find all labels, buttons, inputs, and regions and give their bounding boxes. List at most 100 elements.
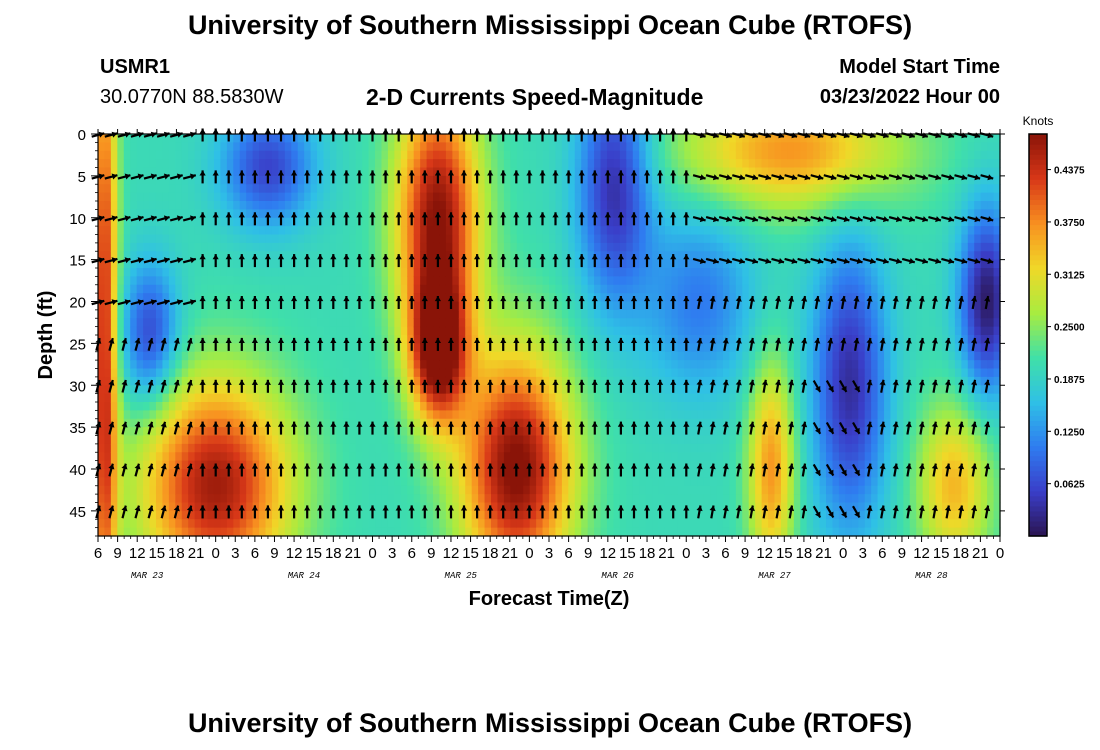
heatmap-cell: [684, 159, 692, 169]
heatmap-cell: [671, 209, 679, 219]
heatmap-cell: [471, 485, 479, 495]
heatmap-cell: [452, 309, 460, 319]
heatmap-cell: [594, 142, 602, 152]
heatmap-cell: [233, 150, 241, 160]
heatmap-cell: [716, 184, 724, 194]
heatmap-cell: [542, 284, 550, 294]
heatmap-cell: [729, 293, 737, 303]
heatmap-cell: [149, 469, 157, 478]
heatmap-cell: [123, 335, 131, 344]
heatmap-cell: [445, 469, 453, 478]
heatmap-cell: [626, 510, 634, 520]
heatmap-cell: [143, 301, 151, 311]
heatmap-cell: [162, 326, 170, 336]
heatmap-cell: [491, 175, 499, 185]
heatmap-cell: [188, 276, 196, 286]
heatmap-cell: [265, 276, 273, 286]
heatmap-cell: [175, 192, 183, 202]
heatmap-cell: [265, 234, 273, 244]
heatmap-cell: [581, 184, 589, 194]
heatmap-cell: [581, 351, 589, 361]
heatmap-cell: [549, 326, 557, 336]
heatmap-cell: [349, 435, 357, 445]
heatmap-cell: [265, 217, 273, 227]
heatmap-cell: [207, 477, 215, 487]
heatmap-cell: [259, 343, 267, 353]
heatmap-cell: [748, 477, 756, 487]
heatmap-cell: [362, 452, 370, 462]
heatmap-cell: [375, 284, 383, 294]
heatmap-cell: [613, 469, 621, 478]
heatmap-cell: [413, 452, 421, 462]
heatmap-cell: [581, 201, 589, 210]
heatmap-cell: [452, 301, 460, 311]
heatmap-cell: [355, 477, 363, 487]
heatmap-cell: [555, 242, 563, 252]
heatmap-cell: [323, 385, 331, 395]
heatmap-cell: [742, 452, 750, 462]
heatmap-cell: [465, 226, 473, 236]
heatmap-cell: [136, 217, 144, 227]
heatmap-cell: [278, 393, 286, 403]
heatmap-cell: [181, 284, 189, 294]
heatmap-cell: [407, 519, 415, 529]
heatmap-cell: [716, 360, 724, 370]
heatmap-cell: [561, 159, 569, 169]
heatmap-cell: [761, 435, 769, 445]
heatmap-cell: [561, 360, 569, 370]
heatmap-cell: [458, 494, 466, 504]
heatmap-cell: [458, 435, 466, 445]
heatmap-cell: [536, 376, 544, 386]
heatmap-cell: [587, 142, 595, 152]
heatmap-cell: [606, 519, 615, 529]
heatmap-cell: [491, 226, 499, 236]
heatmap-cell: [123, 201, 131, 210]
heatmap-cell: [465, 485, 473, 495]
heatmap-cell: [735, 284, 743, 294]
heatmap-cell: [613, 192, 621, 202]
heatmap-cell: [355, 393, 363, 403]
heatmap-cell: [503, 435, 511, 445]
heatmap-cell: [742, 326, 750, 336]
heatmap-cell: [632, 259, 640, 269]
heatmap-cell: [587, 251, 595, 261]
heatmap-cell: [265, 335, 273, 344]
heatmap-cell: [349, 527, 357, 537]
heatmap-cell: [181, 510, 189, 520]
heatmap-cell: [104, 209, 112, 219]
heatmap-cell: [510, 150, 518, 160]
heatmap-cell: [703, 351, 711, 361]
heatmap-cell: [503, 142, 511, 152]
heatmap-cell: [239, 460, 247, 470]
heatmap-cell: [188, 393, 196, 403]
heatmap-cell: [755, 527, 763, 537]
heatmap-cell: [394, 527, 402, 537]
heatmap-cell: [619, 494, 627, 504]
heatmap-cell: [755, 201, 763, 210]
heatmap-cell: [484, 192, 492, 202]
heatmap-cell: [710, 318, 718, 328]
heatmap-cell: [684, 142, 692, 152]
heatmap-cell: [677, 150, 685, 160]
heatmap-cell: [310, 435, 318, 445]
heatmap-cell: [400, 494, 408, 504]
heatmap-cell: [619, 510, 627, 520]
heatmap-cell: [677, 485, 685, 495]
heatmap-cell: [194, 259, 202, 269]
heatmap-cell: [226, 368, 234, 378]
heatmap-cell: [652, 410, 660, 420]
heatmap-cell: [761, 217, 769, 227]
heatmap-cell: [271, 393, 279, 403]
heatmap-cell: [568, 175, 576, 185]
heatmap-cell: [516, 318, 524, 328]
heatmap-cell: [639, 351, 647, 361]
heatmap-cell: [710, 134, 718, 143]
heatmap-cell: [555, 527, 563, 537]
heatmap-cell: [458, 284, 466, 294]
heatmap-cell: [387, 293, 395, 303]
heatmap-cell: [117, 293, 125, 303]
heatmap-cell: [149, 502, 157, 512]
heatmap-cell: [536, 251, 544, 261]
heatmap-cell: [523, 494, 531, 504]
heatmap-cell: [226, 418, 234, 428]
